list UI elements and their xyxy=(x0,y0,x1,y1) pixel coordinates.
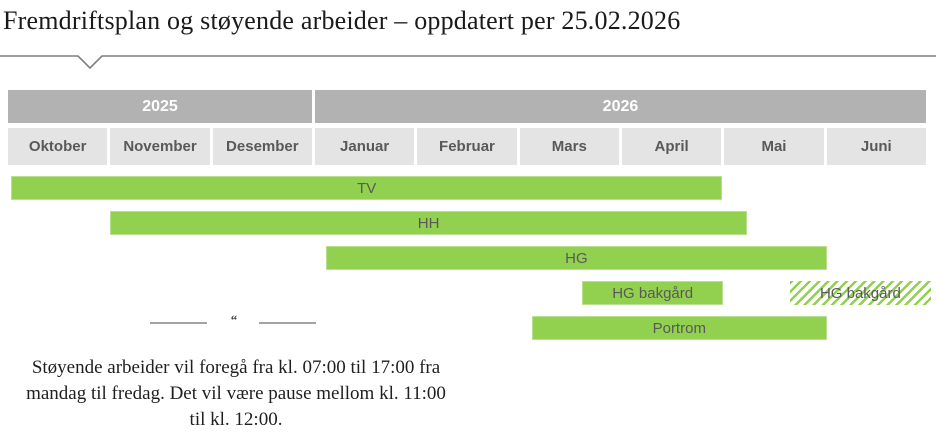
dash-line-left xyxy=(150,322,207,324)
month-header-juni: Juni xyxy=(826,128,926,165)
gantt-bar-portrom: Portrom xyxy=(531,316,827,340)
gantt-bar-hg-bakg-rd: HG bakgård xyxy=(582,281,724,305)
month-header-november: November xyxy=(110,128,210,165)
gantt-bar-hg: HG xyxy=(326,246,827,270)
gantt-bar-hg-bakg-rd-planned: HG bakgård xyxy=(789,281,931,305)
month-header-januar: Januar xyxy=(314,128,415,165)
month-header-oktober: Oktober xyxy=(8,128,108,165)
year-header-2026: 2026 xyxy=(314,90,926,123)
gantt-bar-hh: HH xyxy=(110,211,747,235)
year-header-2025: 2025 xyxy=(8,90,312,123)
noise-hours-note-line: til kl. 12:00. xyxy=(189,409,283,430)
dash-line-right xyxy=(259,322,316,324)
noise-hours-note: Støyende arbeider vil foregå fra kl. 07:… xyxy=(0,355,472,433)
gantt-bar-tv: TV xyxy=(11,176,723,200)
month-header-februar: Februar xyxy=(417,128,517,165)
month-header-april: April xyxy=(621,128,722,165)
month-header-desember: Desember xyxy=(212,128,312,165)
title-divider xyxy=(0,55,936,70)
month-header-mai: Mai xyxy=(724,128,824,165)
quote-mark: “ xyxy=(230,312,238,327)
month-header-mars: Mars xyxy=(519,128,619,165)
noise-hours-note-line: Støyende arbeider vil foregå fra kl. 07:… xyxy=(31,357,441,378)
page-title: Fremdriftsplan og støyende arbeider – op… xyxy=(3,6,681,35)
noise-hours-note-line: mandag til fredag. Det vil være pause me… xyxy=(26,383,446,404)
